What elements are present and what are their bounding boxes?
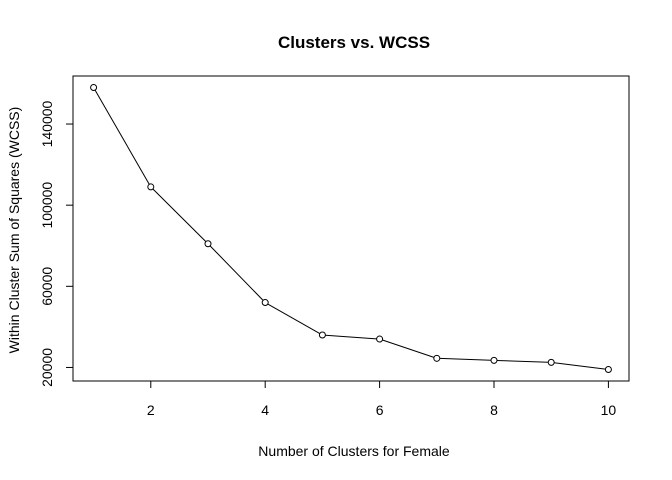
x-axis: 2 4 6 8 10 <box>147 381 617 418</box>
series-segment <box>439 357 492 361</box>
y-tick-label: 60000 <box>39 267 55 306</box>
y-tick-label: 100000 <box>39 182 55 229</box>
series-segment <box>382 339 435 358</box>
series-segment <box>325 334 377 340</box>
x-tick-label: 10 <box>601 402 617 418</box>
y-axis: 20000 60000 100000 140000 <box>39 100 73 387</box>
series-segment <box>554 362 606 370</box>
x-tick-label: 8 <box>490 402 498 418</box>
series-segment <box>209 245 264 301</box>
series-segment <box>152 188 207 242</box>
data-point <box>490 356 498 364</box>
series-segment <box>496 359 549 363</box>
chart-title: Clusters vs. WCSS <box>278 33 430 52</box>
data-point <box>90 84 98 92</box>
x-axis-label: Number of Clusters for Female <box>258 443 450 459</box>
data-point <box>147 183 155 191</box>
data-point <box>433 354 441 362</box>
x-tick-label: 4 <box>261 402 269 418</box>
series-segment <box>94 89 150 185</box>
data-point <box>604 365 612 373</box>
plot-area <box>90 84 612 373</box>
y-tick-label: 140000 <box>39 100 55 147</box>
data-point <box>261 299 269 307</box>
y-axis-label: Within Cluster Sum of Squares (WCSS) <box>6 107 22 354</box>
data-point <box>547 358 555 366</box>
x-tick-label: 2 <box>147 402 155 418</box>
x-tick-label: 6 <box>376 402 384 418</box>
data-point <box>318 331 326 339</box>
data-point <box>376 335 384 343</box>
data-point <box>204 240 212 248</box>
y-tick-label: 20000 <box>39 348 55 387</box>
plot-frame <box>72 75 630 382</box>
series-segment <box>267 303 321 334</box>
